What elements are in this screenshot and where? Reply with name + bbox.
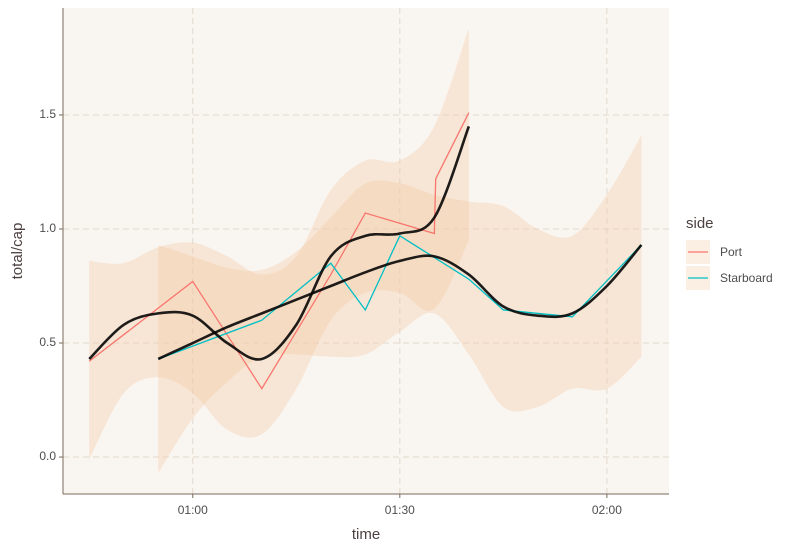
smooth-line <box>157 244 643 361</box>
y-tick-label: 1.0 <box>39 221 56 235</box>
confidence-ribbon <box>158 135 642 474</box>
data-line <box>158 234 642 360</box>
legend-title: side <box>686 215 714 232</box>
y-tick-label: 1.5 <box>39 107 56 121</box>
smooth-line <box>88 125 471 361</box>
x-tick-label: 01:00 <box>178 503 208 517</box>
plot-panel <box>63 8 669 494</box>
x-tick-label: 01:30 <box>385 503 415 517</box>
legend-label: Starboard <box>720 271 773 285</box>
data-line <box>88 112 470 390</box>
y-tick-label: 0.0 <box>39 449 56 463</box>
legend-label: Port <box>720 245 743 259</box>
x-axis-title: time <box>352 526 380 543</box>
confidence-ribbon <box>89 28 469 460</box>
y-axis-title: total/cap <box>9 223 26 280</box>
y-tick-label: 0.5 <box>39 335 56 349</box>
x-tick-label: 02:00 <box>592 503 622 517</box>
